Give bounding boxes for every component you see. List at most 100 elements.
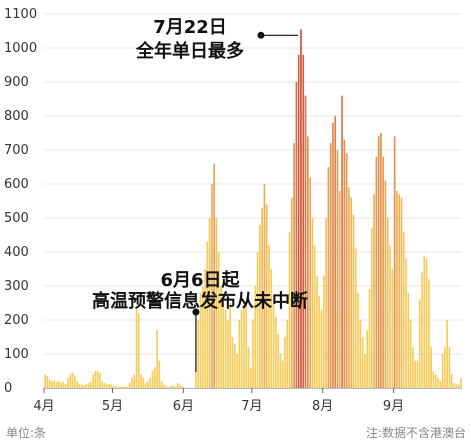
bar [110, 384, 113, 388]
y-tick-label: 200 [4, 313, 29, 328]
bar [414, 360, 416, 388]
y-tick-label: 600 [4, 177, 29, 192]
bar [55, 381, 58, 388]
bar [291, 197, 293, 388]
bar [247, 347, 250, 388]
bar [281, 360, 284, 388]
bar [259, 224, 261, 388]
bar [293, 143, 295, 388]
x-tick-label: 6月 [173, 399, 194, 414]
bar [453, 382, 455, 388]
annotation-dot [192, 308, 200, 316]
bar [396, 190, 398, 388]
bar [359, 320, 362, 388]
y-tick-label: 800 [4, 109, 29, 124]
bar [309, 177, 311, 388]
bar [160, 381, 163, 388]
y-tick-label: 300 [4, 279, 29, 294]
bar [361, 337, 364, 388]
bar [206, 241, 209, 388]
bar [222, 303, 225, 388]
bar [119, 386, 122, 388]
bar [217, 252, 220, 388]
bar [105, 384, 108, 388]
bar [350, 197, 353, 388]
bar [325, 218, 327, 388]
y-tick-label: 0 [4, 381, 12, 396]
bar [302, 54, 305, 389]
bar [151, 371, 154, 388]
bar [245, 303, 247, 388]
bar [224, 309, 227, 388]
bar [455, 384, 458, 388]
bar [144, 382, 147, 388]
bar [423, 255, 426, 388]
x-tick-label: 8月 [312, 399, 333, 414]
bar [297, 54, 300, 389]
bar [375, 156, 378, 388]
bar [336, 150, 339, 388]
y-tick-label: 900 [4, 75, 29, 90]
y-tick-label: 1000 [4, 41, 37, 56]
bar [334, 116, 337, 388]
bar [135, 309, 138, 388]
bar [341, 95, 343, 388]
bar [46, 376, 49, 388]
bar [169, 386, 172, 388]
unit-label: 单位:条 [6, 425, 46, 440]
bar [327, 167, 330, 388]
bar [252, 320, 254, 388]
bar [174, 386, 177, 388]
bar [368, 289, 371, 388]
bar [318, 296, 321, 388]
bar [373, 194, 375, 388]
bar [322, 275, 325, 388]
x-tick-label: 7月 [241, 399, 262, 414]
bar [311, 218, 314, 388]
bar [74, 376, 76, 388]
bar [286, 320, 289, 388]
bar [53, 380, 56, 388]
bar [153, 367, 156, 388]
bar [249, 367, 252, 388]
bar [370, 228, 373, 388]
bar [352, 214, 355, 388]
bar [172, 385, 174, 388]
annotation-dot [257, 31, 265, 39]
bar [457, 384, 460, 388]
bar [448, 347, 451, 388]
bar [416, 360, 419, 388]
gridlines [44, 13, 462, 389]
annotation-warning-date: 6月6日起 [160, 269, 240, 291]
data-note: 注:数据不含港澳台 [366, 425, 466, 440]
bar [306, 136, 309, 388]
bar [115, 386, 117, 388]
bar [211, 184, 213, 388]
bar [176, 382, 179, 388]
bar [220, 286, 222, 388]
bar [354, 248, 357, 388]
x-tick-labels: 4月 5月 6月 7月 8月 9月 [33, 388, 404, 414]
bar [391, 269, 394, 388]
bar [137, 313, 140, 388]
bar [398, 194, 401, 388]
bar [261, 207, 263, 388]
bar [428, 279, 430, 388]
bar [197, 320, 200, 388]
bar [425, 258, 428, 388]
bar [99, 372, 101, 388]
bar [329, 143, 332, 388]
bar [179, 384, 181, 388]
bar [313, 245, 316, 388]
bar [357, 292, 359, 388]
bar [128, 382, 131, 388]
bar [364, 354, 366, 388]
bar [108, 383, 110, 388]
bar [76, 381, 78, 388]
bar [405, 258, 407, 388]
bar [300, 29, 302, 389]
bar [51, 381, 53, 388]
bar [450, 374, 453, 388]
bar [460, 377, 462, 388]
